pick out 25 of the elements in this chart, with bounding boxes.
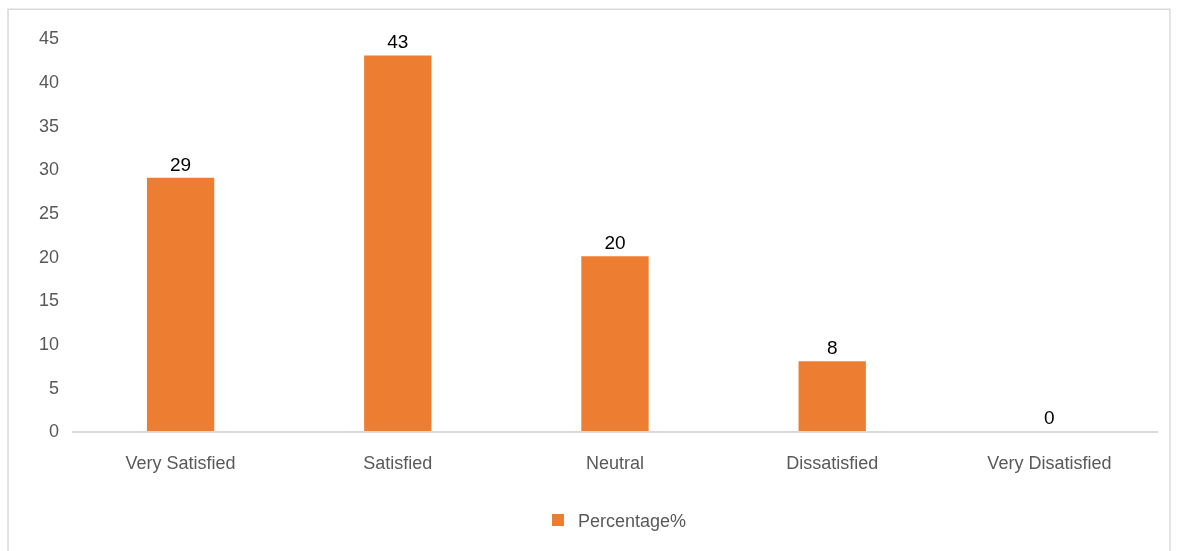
x-tick-label: Satisfied	[363, 452, 433, 473]
bar	[146, 177, 215, 431]
x-tick-label: Neutral	[585, 452, 645, 473]
y-tick-label: 5	[48, 377, 59, 398]
x-tick-label: Very Disatisfied	[987, 452, 1112, 473]
y-tick-label: 45	[38, 28, 59, 49]
y-tick-label: 35	[38, 115, 59, 136]
data-label: 8	[826, 337, 838, 359]
data-label: 29	[170, 153, 192, 175]
y-tick-label: 0	[48, 421, 59, 442]
y-tick-label: 10	[38, 333, 59, 354]
y-tick-label: 20	[38, 246, 59, 267]
bar	[581, 256, 649, 431]
y-tick-label: 15	[38, 290, 59, 311]
data-label: 43	[387, 31, 409, 53]
x-tick-label: Dissatisfied	[786, 452, 879, 473]
bar	[364, 55, 432, 431]
data-label: 0	[1044, 407, 1055, 428]
y-tick-label: 40	[38, 71, 59, 92]
legend-label: Percentage%	[578, 510, 687, 531]
y-tick-label: 25	[38, 202, 59, 223]
bar	[798, 361, 866, 431]
y-tick-label: 30	[38, 159, 59, 180]
x-tick-label: Very Satisfied	[125, 452, 236, 473]
data-label: 20	[604, 232, 626, 254]
